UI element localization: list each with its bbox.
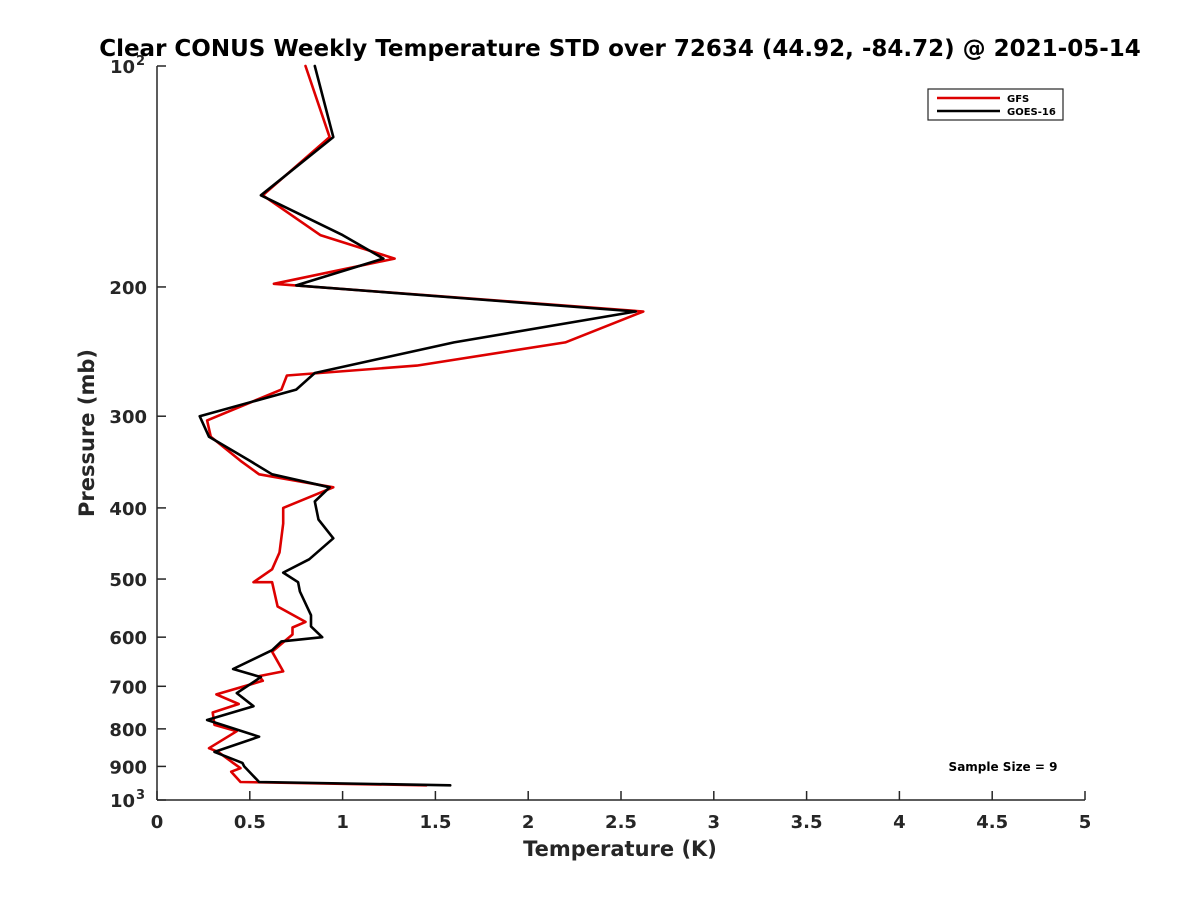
y-tick-label-power: 10 3 — [110, 788, 145, 812]
x-tick-label: 0.5 — [234, 812, 266, 833]
legend-label-goes-16: GOES-16 — [1007, 107, 1056, 118]
legend-box — [927, 88, 1064, 121]
y-axis-label: Pressure (mb) — [75, 349, 99, 517]
y-tick-label-base: 10 — [110, 791, 135, 812]
x-tick-label: 0 — [151, 812, 164, 833]
y-tick-label-exponent: 2 — [136, 54, 145, 69]
x-ticks: 0 0.5 1 1.5 2 2.5 3 3.5 4 4.5 5 — [151, 791, 1092, 833]
y-tick-label-exponent: 3 — [136, 788, 145, 803]
sample-size-annotation: Sample Size = 9 — [949, 760, 1058, 774]
plot-area: 0 0.5 1 1.5 2 2.5 3 3.5 4 4.5 5 10 2200300400500600… — [109, 54, 1091, 833]
legend-label-gfs: GFS — [1007, 94, 1029, 105]
y-tick-label: 700 — [109, 677, 147, 698]
series-line-gfs — [205, 64, 645, 787]
y-tick-label: 600 — [109, 628, 147, 649]
x-axis-label: Temperature (K) — [523, 837, 717, 861]
series-group — [198, 64, 645, 787]
y-tick-label-power: 10 2 — [110, 54, 145, 78]
series-line-goes-16 — [198, 64, 638, 787]
x-tick-label: 2.5 — [605, 812, 637, 833]
y-tick-label: 800 — [109, 720, 147, 741]
y-tick-label: 200 — [109, 278, 147, 299]
x-tick-label: 3 — [708, 812, 721, 833]
x-tick-label: 2 — [522, 812, 535, 833]
x-tick-label: 4 — [893, 812, 906, 833]
y-tick-label: 400 — [109, 499, 147, 520]
y-tick-label: 500 — [109, 570, 147, 591]
x-tick-label: 3.5 — [791, 812, 823, 833]
x-tick-label: 1.5 — [419, 812, 451, 833]
x-tick-label: 1 — [336, 812, 349, 833]
y-tick-label: 300 — [109, 407, 147, 428]
chart-title: Clear CONUS Weekly Temperature STD over … — [99, 36, 1141, 62]
y-tick-label: 900 — [109, 757, 147, 778]
x-tick-label: 4.5 — [976, 812, 1008, 833]
x-tick-label: 5 — [1079, 812, 1092, 833]
y-tick-label-base: 10 — [110, 57, 135, 78]
legend: GFS GOES-16 — [927, 88, 1064, 121]
